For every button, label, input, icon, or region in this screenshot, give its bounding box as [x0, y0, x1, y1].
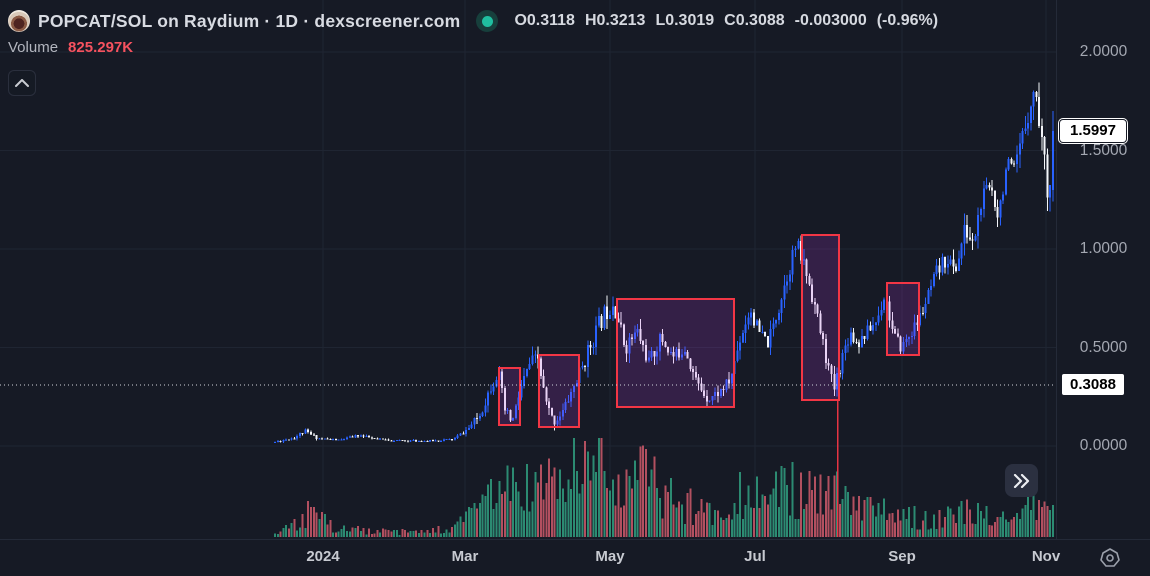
collapse-legend-button[interactable]	[8, 70, 36, 96]
time-tick: 2024	[306, 548, 340, 565]
legend-title-row: POPCAT/SOL on Raydium · 1D · dexscreener…	[0, 0, 938, 32]
price-tick: 0.0000	[1079, 437, 1128, 454]
time-tick: Jul	[744, 548, 766, 565]
price-tick: 0.5000	[1079, 338, 1128, 356]
ohlc-change: -0.003000	[794, 12, 867, 29]
ohlc-close: C0.3088	[724, 12, 785, 29]
time-tick: Sep	[888, 548, 916, 565]
scroll-right-button[interactable]	[1005, 464, 1038, 497]
price-tick: 2.0000	[1079, 43, 1128, 60]
last-price-label: 1.5997	[1060, 119, 1126, 142]
symbol-title: POPCAT/SOL on Raydium · 1D · dexscreener…	[38, 10, 461, 31]
ohlc-high: H0.3213	[584, 12, 646, 29]
chevron-up-icon	[15, 79, 29, 87]
status-dot-icon	[476, 10, 499, 32]
volume-row: Volume 825.297K	[0, 32, 938, 56]
hexagon-gear-icon	[1100, 548, 1120, 567]
ohlc-change-pct: (-0.96%)	[876, 12, 939, 29]
price-tick: 1.5000	[1079, 141, 1128, 159]
price-tick: 1.0000	[1079, 240, 1128, 257]
volume-value: 825.297K	[68, 39, 134, 56]
time-tick: Mar	[451, 548, 479, 565]
status-dot-inner	[481, 15, 493, 27]
time-tick: May	[595, 548, 625, 565]
double-chevron-right-icon	[1013, 473, 1029, 488]
crosshair-price-label: 0.3088	[1062, 374, 1124, 396]
volume-label: Volume	[8, 39, 59, 56]
ohlc-open: O0.3118	[514, 12, 575, 29]
axis-settings-icon[interactable]	[1099, 547, 1121, 569]
time-axis[interactable]: 2024 Mar May Jul Sep Nov	[0, 539, 1150, 576]
ohlc-values: O0.3118 H0.3213 L0.3019 C0.3088 -0.00300…	[514, 12, 938, 30]
ohlc-low: L0.3019	[655, 12, 715, 29]
time-tick: Nov	[1031, 548, 1061, 565]
popcat-logo-icon	[8, 10, 30, 32]
chart-legend: POPCAT/SOL on Raydium · 1D · dexscreener…	[0, 0, 938, 56]
price-axis[interactable]: 1.5997 0.3088 2.0000 1.5000 1.0000 0.5000 0.…	[1056, 0, 1150, 540]
